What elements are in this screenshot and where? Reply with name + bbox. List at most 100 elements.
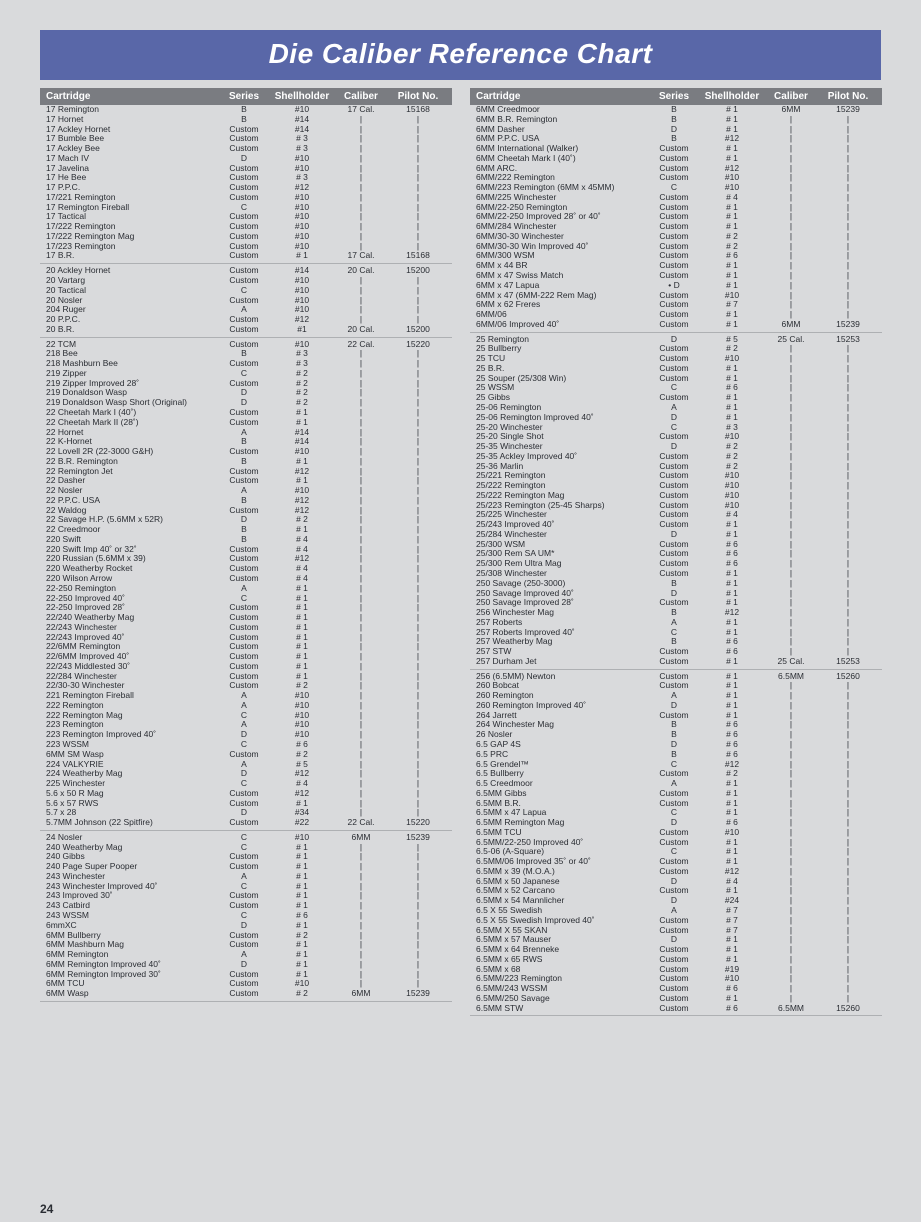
cell-pilot: 15200 <box>390 325 446 335</box>
cell-cartridge: 6MM TCU <box>46 979 216 989</box>
cell-cartridge: 22 Cheetah Mark I (40˚) <box>46 408 216 418</box>
cell-cartridge: 6.5MM TCU <box>476 828 646 838</box>
cell-cartridge: 25/300 WSM <box>476 540 646 550</box>
cell-cartridge: 22 Hornet <box>46 428 216 438</box>
cell-cartridge: 223 Remington <box>46 720 216 730</box>
table-row: 6.5MM STWCustom# 66.5MM15260 <box>470 1004 882 1014</box>
cell-cartridge: 25/221 Remington <box>476 471 646 481</box>
cell-cartridge: 6MM P.P.C. USA <box>476 134 646 144</box>
cell-cartridge: 243 Winchester <box>46 872 216 882</box>
cell-cartridge: 22 Cheetah Mark II (28˚) <box>46 418 216 428</box>
hdr-cartridge: Cartridge <box>476 91 646 102</box>
cell-cartridge: 6MM/30-30 Win Improved 40˚ <box>476 242 646 252</box>
cell-cartridge: 6MM/300 WSM <box>476 251 646 261</box>
cell-cartridge: 260 Remington <box>476 691 646 701</box>
cell-cartridge: 222 Remington Mag <box>46 711 216 721</box>
cell-cartridge: 204 Ruger <box>46 305 216 315</box>
group: 256 (6.5MM) NewtonCustom# 16.5MM15260260… <box>470 672 882 1017</box>
cell-pilot: 15220 <box>390 818 446 828</box>
cell-cartridge: 17 Ackley Bee <box>46 144 216 154</box>
cell-cartridge: 257 Durham Jet <box>476 657 646 667</box>
header-row-left: Cartridge Series Shellholder Caliber Pil… <box>40 88 452 105</box>
hdr-shellholder: Shellholder <box>272 91 332 102</box>
cell-cartridge: 22 Lovell 2R (22-3000 G&H) <box>46 447 216 457</box>
cell-cartridge: 25/222 Remington <box>476 481 646 491</box>
group: 20 Ackley HornetCustom#1420 Cal.1520020 … <box>40 266 452 337</box>
cell-cartridge: 6MM SM Wasp <box>46 750 216 760</box>
cell-shellholder: # 1 <box>272 251 332 261</box>
cell-cartridge: 243 WSSM <box>46 911 216 921</box>
cell-cartridge: 6MM Mashburn Mag <box>46 940 216 950</box>
cell-cartridge: 22/284 Winchester <box>46 672 216 682</box>
table-row: 6MM/06 Improved 40˚Custom# 16MM15239 <box>470 320 882 330</box>
cell-cartridge: 22/6MM Remington <box>46 642 216 652</box>
cell-cartridge: 25 Bullberry <box>476 344 646 354</box>
cell-cartridge: 6.5 GAP 4S <box>476 740 646 750</box>
hdr-series: Series <box>646 91 702 102</box>
table-row: 6MM WaspCustom# 26MM15239 <box>40 989 452 999</box>
page-number: 24 <box>40 1202 53 1216</box>
hdr-pilot: Pilot No. <box>390 91 446 102</box>
cell-cartridge: 240 Weatherby Mag <box>46 843 216 853</box>
cell-cartridge: 257 STW <box>476 647 646 657</box>
cell-cartridge: 223 Remington Improved 40˚ <box>46 730 216 740</box>
cell-series: Custom <box>646 657 702 667</box>
cell-pilot: 15253 <box>820 657 876 667</box>
cell-cartridge: 6MM x 47 Lapua <box>476 281 646 291</box>
cell-cartridge: 256 (6.5MM) Newton <box>476 672 646 682</box>
cell-cartridge: 257 Weatherby Mag <box>476 637 646 647</box>
cell-cartridge: 6MM x 47 (6MM-222 Rem Mag) <box>476 291 646 301</box>
cell-cartridge: 22/243 Improved 40˚ <box>46 633 216 643</box>
cell-cartridge: 17 Hornet <box>46 115 216 125</box>
table-row: 257 Durham JetCustom# 125 Cal.15253 <box>470 657 882 667</box>
cell-cartridge: 22 Creedmoor <box>46 525 216 535</box>
cell-cartridge: 17 Tactical <box>46 212 216 222</box>
cell-cartridge: 22-250 Improved 28˚ <box>46 603 216 613</box>
cell-cartridge: 17 Remington <box>46 105 216 115</box>
cell-cartridge: 22/243 Middlested 30˚ <box>46 662 216 672</box>
cell-cartridge: 17/221 Remington <box>46 193 216 203</box>
cell-cartridge: 17 P.P.C. <box>46 183 216 193</box>
cell-cartridge: 25/243 Improved 40˚ <box>476 520 646 530</box>
cell-cartridge: 5.6 x 57 RWS <box>46 799 216 809</box>
cell-series: Custom <box>646 1004 702 1014</box>
cell-cartridge: 6.5MM x 50 Japanese <box>476 877 646 887</box>
cell-cartridge: 6.5MM x 57 Mauser <box>476 935 646 945</box>
cell-cartridge: 25 WSSM <box>476 383 646 393</box>
cell-cartridge: 6.5 Bullberry <box>476 769 646 779</box>
hdr-caliber: Caliber <box>762 91 820 102</box>
cell-cartridge: 6.5MM x 65 RWS <box>476 955 646 965</box>
cell-cartridge: 220 Swift Imp 40˚ or 32˚ <box>46 545 216 555</box>
cell-cartridge: 6.5MM/223 Remington <box>476 974 646 984</box>
cell-cartridge: 220 Wilson Arrow <box>46 574 216 584</box>
cell-cartridge: 6mmXC <box>46 921 216 931</box>
cell-cartridge: 6MM ARC. <box>476 164 646 174</box>
cell-cartridge: 20 Tactical <box>46 286 216 296</box>
cell-cartridge: 220 Weatherby Rocket <box>46 564 216 574</box>
cell-cartridge: 6MM/06 Improved 40˚ <box>476 320 646 330</box>
cell-cartridge: 219 Donaldson Wasp Short (Original) <box>46 398 216 408</box>
hdr-cartridge: Cartridge <box>46 91 216 102</box>
cell-cartridge: 6MM/284 Winchester <box>476 222 646 232</box>
page-title: Die Caliber Reference Chart <box>40 30 881 80</box>
cell-cartridge: 6MM Cheetah Mark I (40˚) <box>476 154 646 164</box>
cell-caliber: 25 Cal. <box>762 657 820 667</box>
cell-cartridge: 220 Swift <box>46 535 216 545</box>
cell-cartridge: 5.6 x 50 R Mag <box>46 789 216 799</box>
cell-cartridge: 225 Winchester <box>46 779 216 789</box>
table-row: 17 B.R.Custom# 117 Cal.15168 <box>40 251 452 261</box>
cell-cartridge: 20 B.R. <box>46 325 216 335</box>
cell-cartridge: 25/225 Winchester <box>476 510 646 520</box>
cell-cartridge: 17 Remington Fireball <box>46 203 216 213</box>
cell-cartridge: 17 Ackley Hornet <box>46 125 216 135</box>
cell-cartridge: 25 TCU <box>476 354 646 364</box>
cell-shellholder: #1 <box>272 325 332 335</box>
cell-cartridge: 6MM International (Walker) <box>476 144 646 154</box>
cell-caliber: 17 Cal. <box>332 251 390 261</box>
group: 24 NoslerC#106MM15239240 Weatherby MagC#… <box>40 833 452 1002</box>
cell-cartridge: 219 Donaldson Wasp <box>46 388 216 398</box>
cell-cartridge: 219 Zipper <box>46 369 216 379</box>
cell-cartridge: 22 Dasher <box>46 476 216 486</box>
cell-shellholder: #22 <box>272 818 332 828</box>
cell-cartridge: 243 Catbird <box>46 901 216 911</box>
